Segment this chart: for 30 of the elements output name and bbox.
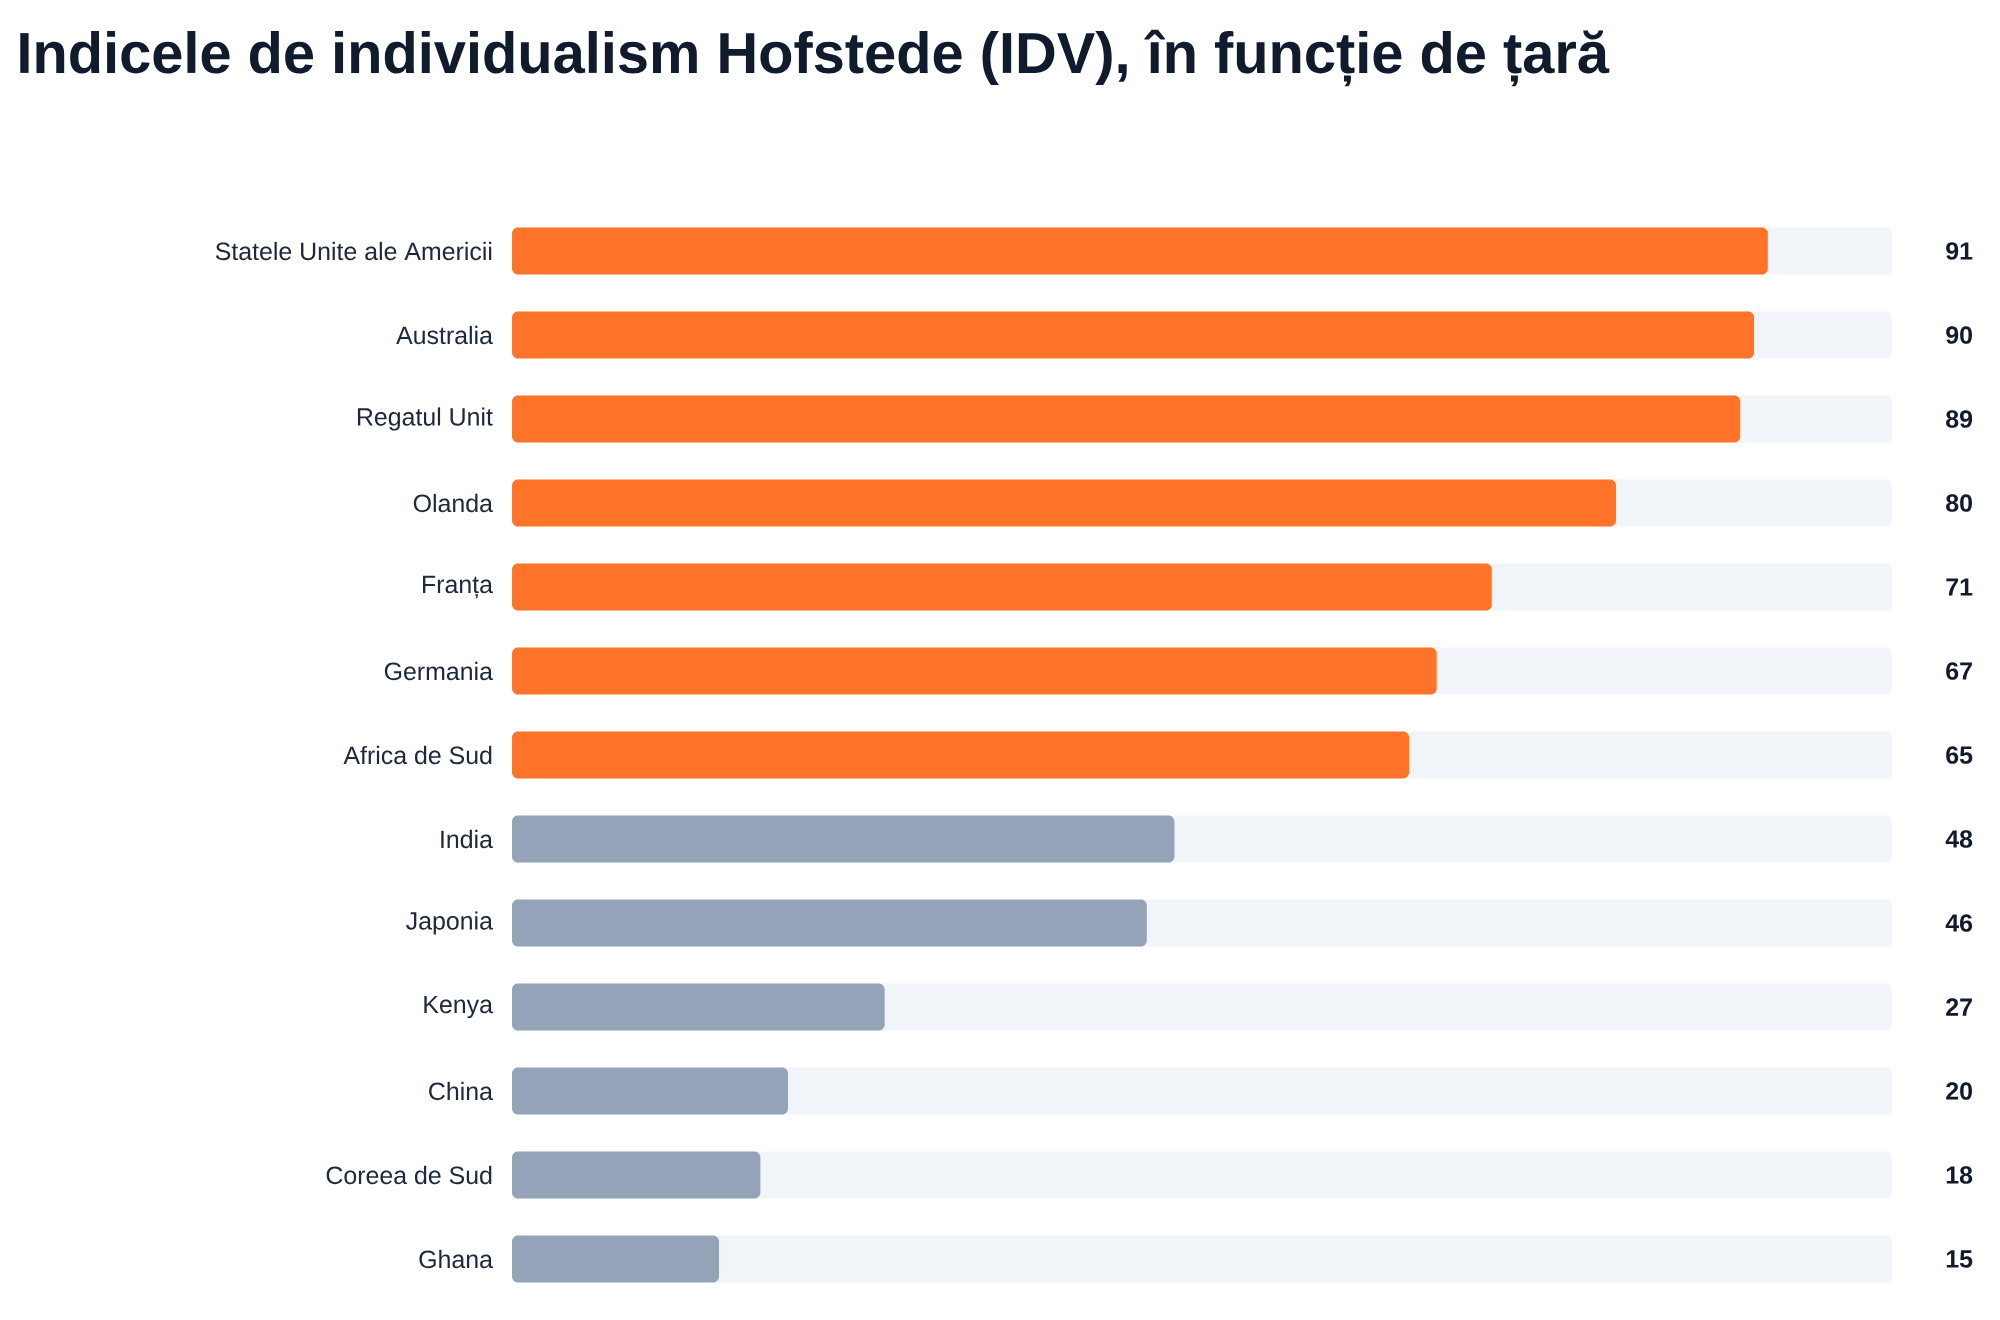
y-tick-label: Japonia bbox=[406, 911, 493, 935]
data-label: 48 bbox=[1945, 830, 1973, 848]
data-label: 80 bbox=[1946, 494, 1972, 512]
data-label: 27 bbox=[1946, 998, 1972, 1016]
y-tick-label: Germania bbox=[384, 661, 493, 681]
bar bbox=[512, 1235, 720, 1283]
y-tick-label: India bbox=[441, 829, 493, 849]
chart-title: Indicele de individualism Hofstede (IDV), în funcție de țară bbox=[20, 29, 1610, 87]
y-tick-label: Australia bbox=[396, 325, 493, 345]
data-label: 46 bbox=[1945, 914, 1973, 932]
data-label: 65 bbox=[1946, 746, 1973, 764]
bar bbox=[512, 1067, 789, 1115]
y-tick-label: Franța bbox=[423, 575, 493, 599]
y-tick-label: Africa de Sud bbox=[343, 745, 492, 765]
y-tick-label: Kenya bbox=[424, 995, 493, 1019]
y-tick-label: China bbox=[429, 1081, 493, 1101]
y-tick-label: Regatul Unit bbox=[357, 407, 493, 431]
y-tick-label: Statele Unite ale Americii bbox=[215, 241, 492, 261]
data-label: 67 bbox=[1946, 662, 1972, 680]
y-tick-label: Olanda bbox=[413, 493, 493, 513]
data-label: 18 bbox=[1946, 1166, 1973, 1184]
data-label: 91 bbox=[1946, 242, 1973, 260]
data-label: 20 bbox=[1946, 1082, 1972, 1100]
data-label: 15 bbox=[1946, 1250, 1973, 1268]
y-tick-label: Coreea de Sud bbox=[326, 1165, 492, 1185]
bar bbox=[512, 1151, 761, 1199]
data-label: 90 bbox=[1946, 326, 1972, 344]
data-label: 89 bbox=[1946, 410, 1973, 428]
y-tick-label: Ghana bbox=[419, 1249, 493, 1269]
data-label: 71 bbox=[1946, 578, 1973, 596]
